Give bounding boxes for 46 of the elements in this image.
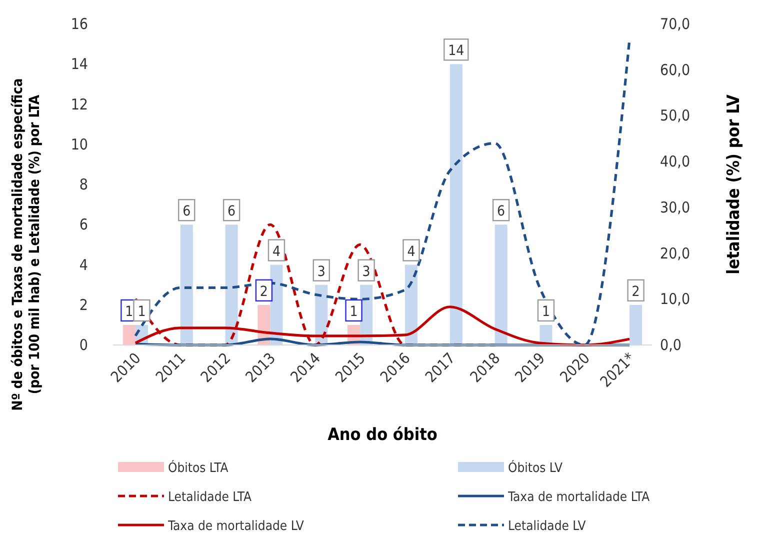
data-label: 1 [350,304,358,320]
y2-tick-label: 0,0 [660,336,682,354]
bar [494,224,508,345]
legend-label: Óbitos LV [508,459,563,476]
data-label: 2 [260,284,268,300]
y2-tick-label: 20,0 [660,244,690,262]
data-label: 6 [497,204,506,220]
bar [122,324,136,345]
data-label: 6 [228,204,236,220]
y-tick-label: 4 [79,256,88,274]
data-label: 4 [272,244,280,260]
y2-tick-label: 50,0 [660,106,690,125]
y-tick-label: 10 [70,135,88,154]
data-label: 2 [632,284,640,300]
y2-tick-label: 70,0 [660,15,690,33]
y-tick-label: 2 [79,296,88,314]
y2-tick-label: 40,0 [660,152,690,171]
legend-label: Letalidade LTA [168,490,252,505]
y2-axis-title: letalidade (%) por LV [724,94,744,274]
y-tick-label: 12 [70,95,88,114]
data-label: 3 [317,264,326,280]
y-tick-label: 16 [70,15,88,33]
y-tick-label: 8 [79,176,88,194]
legend-label: Taxa de mortalidade LTA [507,490,650,505]
y-tick-label: 0 [79,336,88,354]
data-label: 1 [138,304,146,320]
bar [180,224,193,345]
y-tick-label: 14 [70,55,88,74]
bar [225,224,238,345]
data-label: 4 [407,244,416,260]
bar [450,64,462,345]
bar [630,304,642,345]
y-tick-label: 6 [79,216,88,234]
data-label: 3 [362,264,370,280]
data-label: 1 [542,304,550,320]
legend-label: Taxa de mortalidade LV [167,519,304,533]
legend-label: Letalidade LV [508,519,586,533]
data-label: 14 [448,43,464,60]
y2-tick-label: 30,0 [660,198,690,216]
legend-label: Óbitos LTA [168,459,228,476]
y2-tick-label: 60,0 [660,60,690,79]
y-axis-title: Nº de óbitos e Taxas de mortalidade específica (por 100 mil hab) e Letalidade (%) por LTA [10,78,43,411]
data-label: 1 [125,304,134,320]
data-label: 6 [182,204,191,220]
x-axis-title: Ano do óbito [328,425,438,445]
y2-tick-label: 10,0 [660,290,690,308]
